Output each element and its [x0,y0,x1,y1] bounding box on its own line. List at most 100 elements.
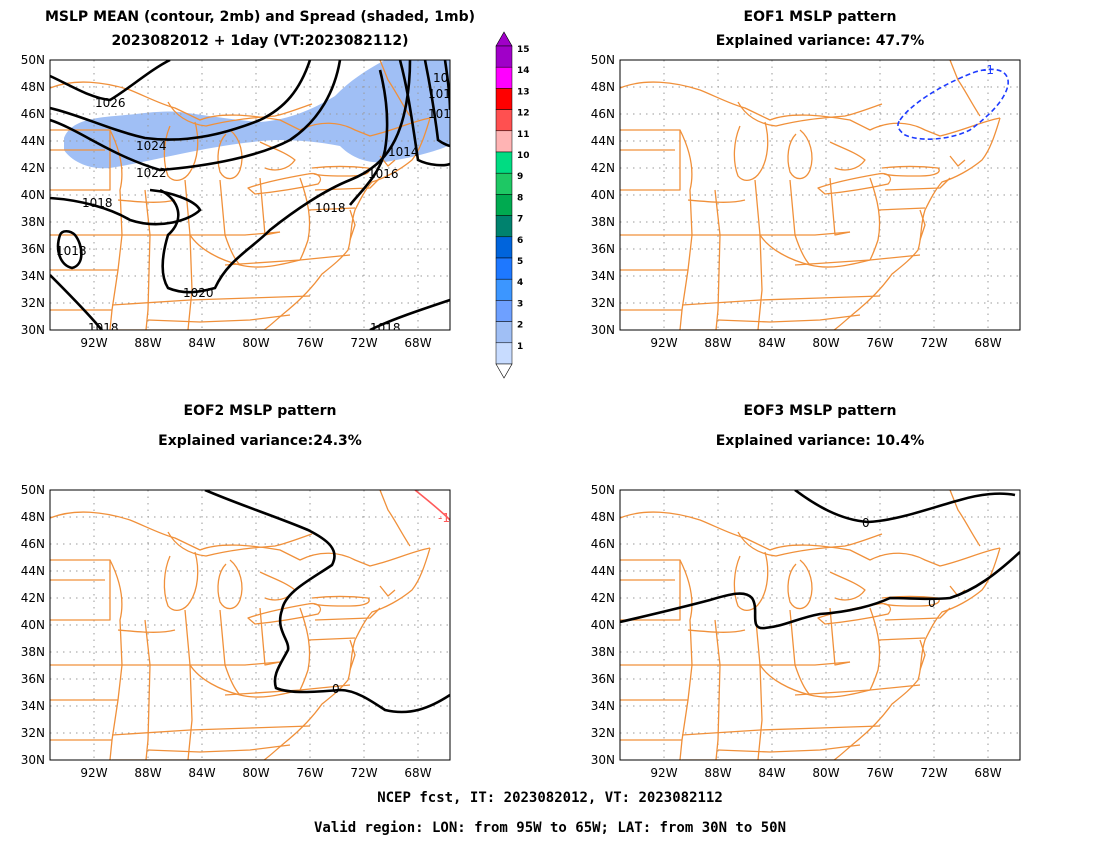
eof2-negative-contour [414,490,450,521]
panel1-title-line1: MSLP MEAN (contour, 2mb) and Spread (sha… [45,9,475,25]
latitude-tick-label: 46N [21,537,45,551]
longitude-tick-label: 88W [134,766,161,780]
latitude-tick-label: 34N [21,269,45,283]
longitude-tick-label: 84W [188,336,215,350]
contour-label: 1024 [136,139,167,153]
latitude-tick-label: 32N [591,296,615,310]
longitude-tick-label: 92W [80,766,107,780]
colorbar-label: 8 [517,193,523,203]
latitude-tick-label: 40N [21,618,45,632]
colorbar-label: 14 [517,66,530,76]
longitude-tick-label: 92W [650,766,677,780]
colorbar-swatch [495,215,513,238]
colorbar-label: 10 [517,151,530,161]
contour-label: 0 [862,516,870,530]
contour-label: 101 [428,107,451,121]
longitude-tick-label: 88W [704,336,731,350]
contour-label: 101 [433,71,456,85]
contour-label: -1 [982,63,994,77]
contour-label: 1020 [183,286,214,300]
latitude-tick-label: 38N [591,215,615,229]
latitude-tick-label: 48N [21,510,45,524]
colorbar-swatch [495,45,513,68]
colorbar-label: 3 [517,299,523,309]
longitude-tick-label: 68W [974,766,1001,780]
longitude-tick-label: 80W [242,766,269,780]
eof3-zero-contour-north [794,490,1016,524]
panel3-title-line1: EOF2 MSLP pattern [183,403,337,419]
latitude-tick-label: 36N [21,672,45,686]
longitude-tick-label: 76W [296,766,323,780]
latitude-tick-label: 34N [591,699,615,713]
colorbar-label: 5 [517,257,523,267]
colorbar-lower-arrow [495,363,513,379]
latitude-tick-label: 40N [591,618,615,632]
contour-label: 101 [428,87,451,101]
colorbar-swatch [495,151,513,174]
isobar-1022 [50,60,342,172]
latitude-tick-label: 46N [591,537,615,551]
panel4-frame [619,489,1021,761]
latitude-tick-label: 44N [591,564,615,578]
latitude-tick-label: 50N [591,53,615,67]
latitude-tick-label: 50N [21,53,45,67]
latitude-tick-label: 50N [591,483,615,497]
colorbar-swatch [495,172,513,195]
isobar-1020 [159,60,412,294]
footer-line2: Valid region: LON: from 95W to 65W; LAT:… [313,820,786,836]
panel2-title-line2: Explained variance: 47.7% [715,33,925,49]
contour-label: 1018 [315,201,346,215]
colorbar-label: 11 [517,130,530,140]
latitude-tick-label: 38N [21,645,45,659]
longitude-tick-label: 76W [866,336,893,350]
latitude-tick-label: 30N [591,753,615,767]
footer-line1: NCEP fcst, IT: 2023082012, VT: 202308211… [377,790,723,806]
contour-label: 1026 [95,96,126,110]
eof1-negative-contour [897,68,1009,140]
isobar-1018-closed [56,229,83,270]
latitude-tick-label: 40N [591,188,615,202]
colorbar-label: 13 [517,87,530,97]
colorbar-swatch [495,257,513,280]
colorbar-label: 4 [517,278,523,288]
colorbar-swatch [495,278,513,301]
longitude-tick-label: 84W [188,766,215,780]
contour-label: 1018 [370,321,401,335]
colorbar-swatch [495,236,513,259]
latitude-tick-label: 44N [21,134,45,148]
contour-label: 0 [928,596,936,610]
panel4-title-line2: Explained variance: 10.4% [715,433,925,449]
contour-label: 1018 [82,196,113,210]
latitude-tick-label: 36N [591,242,615,256]
latitude-tick-label: 32N [591,726,615,740]
panel4-map: 0 0 [619,489,1021,761]
colorbar-label: 7 [517,215,523,225]
isobar-1016 [398,60,450,167]
colorbar-label: 2 [517,321,523,331]
panel3-map: 0 -1 [49,489,451,761]
isobar-1018-east [348,69,389,206]
longitude-tick-label: 72W [920,336,947,350]
colorbar-label: 12 [517,109,530,119]
colorbar: 15 14 13 12 11 10 9 8 7 6 5 4 3 2 1 [495,31,530,379]
latitude-tick-label: 50N [21,483,45,497]
longitude-tick-label: 84W [758,336,785,350]
isobar-1026 [50,60,171,102]
panel2-frame [619,59,1021,331]
colorbar-swatch [495,321,513,344]
isobar-1018-sw [50,274,103,330]
longitude-tick-label: 68W [404,766,431,780]
latitude-tick-label: 30N [21,323,45,337]
longitude-tick-label: 88W [704,766,731,780]
longitude-tick-label: 84W [758,766,785,780]
latitude-tick-label: 30N [21,753,45,767]
contour-label: 1022 [136,166,167,180]
panel1-map: 1026 1024 1022 1018 1018 1018 1020 1018 … [49,59,456,335]
panel3-frame [49,489,451,761]
colorbar-label: 9 [517,172,523,182]
longitude-tick-label: 72W [350,766,377,780]
longitude-tick-label: 92W [650,336,677,350]
contour-label: 1016 [368,167,399,181]
latitude-tick-label: 48N [21,80,45,94]
